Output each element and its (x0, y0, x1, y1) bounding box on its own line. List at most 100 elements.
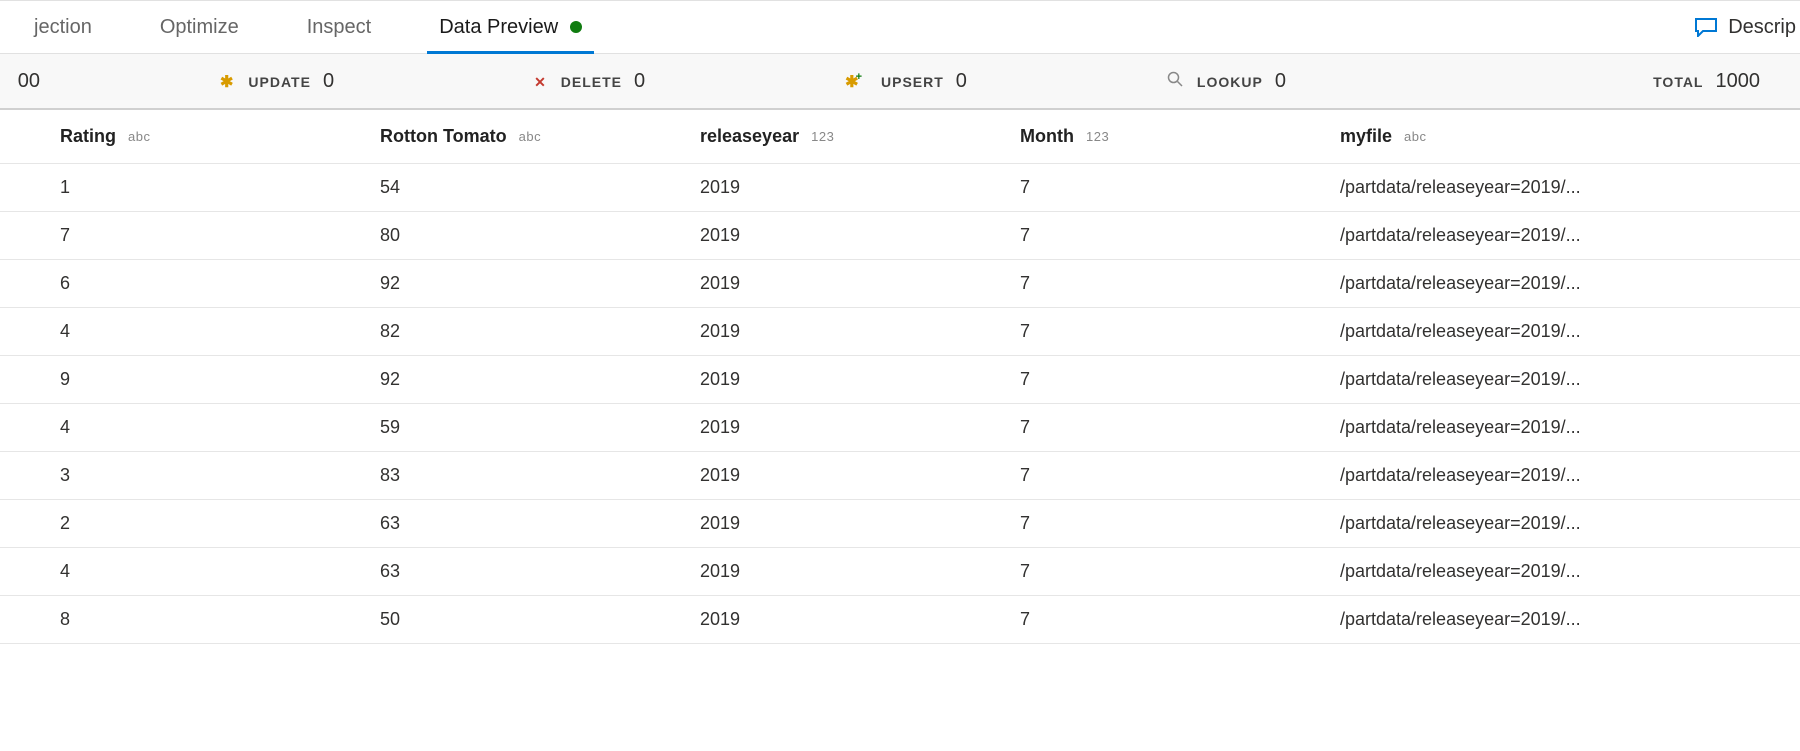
table-cell: 7 (1020, 177, 1340, 198)
table-row[interactable]: 78020197/partdata/releaseyear=2019/... (0, 212, 1800, 260)
table-cell: 82 (380, 321, 700, 342)
column-name: myfile (1340, 126, 1392, 147)
column-header-rating[interactable]: Rating abc (60, 126, 380, 147)
stat-update: ✱ UPDATE 0 (220, 70, 334, 93)
table-cell: /partdata/releaseyear=2019/... (1340, 561, 1800, 582)
table-cell: 59 (380, 417, 700, 438)
table-row[interactable]: 99220197/partdata/releaseyear=2019/... (0, 356, 1800, 404)
table-cell: 7 (1020, 417, 1340, 438)
table-row[interactable]: 38320197/partdata/releaseyear=2019/... (0, 452, 1800, 500)
tab-label: Inspect (307, 16, 371, 39)
column-type: 123 (1086, 129, 1109, 144)
column-type: 123 (811, 129, 834, 144)
column-name: releaseyear (700, 126, 799, 147)
table-cell: 2019 (700, 369, 1020, 390)
stat-upsert: ✱+ UPSERT 0 (845, 70, 967, 93)
stat-value: 0 (1275, 70, 1286, 93)
column-name: Month (1020, 126, 1074, 147)
table-row[interactable]: 26320197/partdata/releaseyear=2019/... (0, 500, 1800, 548)
stats-bar: 00 ✱ UPDATE 0 ✕ DELETE 0 ✱+ UPSERT 0 LOO… (0, 54, 1800, 110)
table-cell: 7 (1020, 321, 1340, 342)
asterisk-icon: ✱ (220, 75, 234, 91)
stat-delete: ✕ DELETE 0 (534, 70, 645, 93)
stat-label: TOTAL (1653, 74, 1703, 90)
column-header-month[interactable]: Month 123 (1020, 126, 1340, 147)
stat-value: 0 (634, 70, 645, 93)
table-cell: 7 (1020, 609, 1340, 630)
stat-label: UPSERT (881, 74, 944, 90)
search-icon (1167, 71, 1183, 87)
table-cell: 9 (60, 369, 380, 390)
grid-header-row: Rating abc Rotton Tomato abc releaseyear… (0, 110, 1800, 164)
table-cell: /partdata/releaseyear=2019/... (1340, 513, 1800, 534)
column-type: abc (519, 129, 541, 144)
table-cell: 2019 (700, 417, 1020, 438)
table-cell: 7 (1020, 465, 1340, 486)
table-cell: 3 (60, 465, 380, 486)
table-row[interactable]: 48220197/partdata/releaseyear=2019/... (0, 308, 1800, 356)
table-cell: 92 (380, 369, 700, 390)
comment-icon (1694, 17, 1718, 37)
stat-label: UPDATE (248, 74, 311, 90)
table-row[interactable]: 15420197/partdata/releaseyear=2019/... (0, 164, 1800, 212)
grid-body: 15420197/partdata/releaseyear=2019/...78… (0, 164, 1800, 644)
table-cell: 2019 (700, 177, 1020, 198)
stat-value: 0 (323, 70, 334, 93)
table-cell: 7 (60, 225, 380, 246)
table-cell: /partdata/releaseyear=2019/... (1340, 177, 1800, 198)
table-cell: 7 (1020, 273, 1340, 294)
column-type: abc (1404, 129, 1426, 144)
tab-projection[interactable]: jection (0, 1, 126, 53)
describe-button[interactable]: Descrip (1694, 16, 1800, 39)
table-cell: 50 (380, 609, 700, 630)
table-row[interactable]: 85020197/partdata/releaseyear=2019/... (0, 596, 1800, 644)
table-row[interactable]: 46320197/partdata/releaseyear=2019/... (0, 548, 1800, 596)
data-grid: Rating abc Rotton Tomato abc releaseyear… (0, 110, 1800, 644)
table-cell: 2 (60, 513, 380, 534)
table-cell: 7 (1020, 225, 1340, 246)
table-cell: 8 (60, 609, 380, 630)
table-cell: /partdata/releaseyear=2019/... (1340, 321, 1800, 342)
table-cell: 2019 (700, 321, 1020, 342)
table-cell: 6 (60, 273, 380, 294)
tab-label: jection (34, 16, 92, 39)
table-cell: 83 (380, 465, 700, 486)
column-header-rotton-tomato[interactable]: Rotton Tomato abc (380, 126, 700, 147)
table-cell: /partdata/releaseyear=2019/... (1340, 369, 1800, 390)
column-header-releaseyear[interactable]: releaseyear 123 (700, 126, 1020, 147)
table-row[interactable]: 69220197/partdata/releaseyear=2019/... (0, 260, 1800, 308)
table-cell: 4 (60, 417, 380, 438)
column-name: Rating (60, 126, 116, 147)
stat-label: LOOKUP (1197, 74, 1263, 90)
table-cell: 7 (1020, 513, 1340, 534)
table-cell: 2019 (700, 513, 1020, 534)
tab-data-preview[interactable]: Data Preview (405, 1, 616, 53)
table-cell: 2019 (700, 465, 1020, 486)
table-cell: 4 (60, 561, 380, 582)
table-cell: /partdata/releaseyear=2019/... (1340, 465, 1800, 486)
status-dot-icon (570, 21, 582, 33)
column-header-myfile[interactable]: myfile abc (1340, 126, 1800, 147)
table-cell: /partdata/releaseyear=2019/... (1340, 417, 1800, 438)
table-cell: 7 (1020, 561, 1340, 582)
stat-value: 0 (956, 70, 967, 93)
tab-inspect[interactable]: Inspect (273, 1, 405, 53)
table-cell: 2019 (700, 225, 1020, 246)
column-name: Rotton Tomato (380, 126, 507, 147)
stat-label: DELETE (561, 74, 622, 90)
table-cell: 2019 (700, 561, 1020, 582)
stat-total: TOTAL 1000 (1653, 70, 1760, 93)
column-type: abc (128, 129, 150, 144)
tab-bar: jection Optimize Inspect Data Preview De… (0, 0, 1800, 54)
table-cell: 4 (60, 321, 380, 342)
tab-label: Optimize (160, 16, 239, 39)
stat-value: 1000 (1716, 70, 1761, 93)
table-cell: 63 (380, 561, 700, 582)
tab-optimize[interactable]: Optimize (126, 1, 273, 53)
stat-insert: 00 (0, 70, 40, 93)
stat-lookup: LOOKUP 0 (1167, 70, 1286, 93)
table-cell: /partdata/releaseyear=2019/... (1340, 609, 1800, 630)
upsert-icon: ✱+ (845, 75, 867, 91)
table-row[interactable]: 45920197/partdata/releaseyear=2019/... (0, 404, 1800, 452)
table-cell: 54 (380, 177, 700, 198)
